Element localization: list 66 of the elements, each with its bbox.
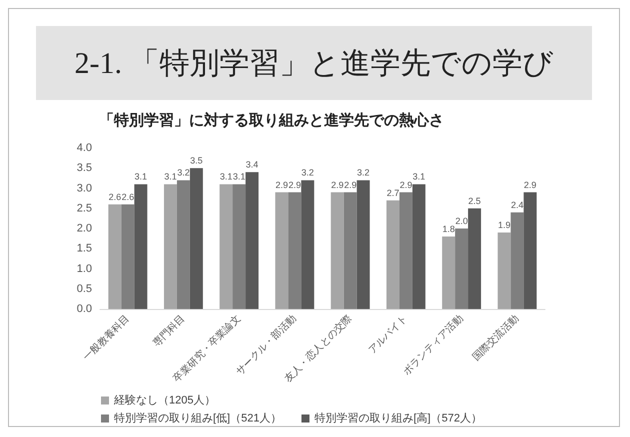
bar (455, 228, 468, 309)
chart-title: 2-1. 「特別学習」と進学先での学び (36, 26, 592, 100)
x-tick-label: 専門科目 (150, 312, 188, 350)
data-label: 1.9 (498, 220, 510, 230)
bar (510, 212, 524, 309)
data-label: 2.9 (288, 180, 301, 190)
bar (108, 204, 122, 309)
data-label: 3.2 (301, 168, 314, 178)
bar (220, 184, 233, 309)
data-label: 3.1 (220, 172, 232, 182)
y-tick-label: 3.0 (76, 182, 92, 194)
data-label: 2.7 (386, 188, 400, 198)
data-label: 2.6 (122, 192, 134, 202)
data-label: 3.2 (357, 168, 370, 178)
bar (121, 204, 134, 309)
x-tick-label: 国際交流活動 (470, 312, 522, 364)
bar (356, 180, 370, 309)
bar (301, 180, 314, 309)
bar (164, 184, 177, 309)
chart-subtitle: 「特別学習」に対する取り組みと進学先での熱心さ (99, 111, 444, 129)
x-tick-label: アルバイト (366, 313, 410, 356)
bar (275, 192, 288, 309)
data-label: 2.0 (455, 216, 468, 226)
y-tick-label: 0.5 (76, 282, 92, 295)
data-label: 3.4 (246, 160, 258, 170)
bar (288, 192, 302, 309)
bar (344, 192, 357, 309)
legend-label: 経験なし（1205人） (113, 394, 216, 406)
data-label: 2.5 (468, 196, 481, 206)
bar (442, 236, 456, 309)
y-tick-label: 2.5 (76, 202, 92, 214)
legend-label: 特別学習の取り組み[低]（521人） (114, 412, 282, 424)
data-label: 3.1 (412, 172, 426, 182)
y-tick-label: 0.0 (76, 303, 92, 315)
y-tick-label: 4.0 (76, 142, 92, 154)
bar (176, 180, 190, 309)
bar (190, 168, 203, 309)
y-tick-label: 1.5 (76, 242, 92, 255)
data-label: 3.2 (177, 168, 190, 178)
bar (386, 200, 400, 309)
data-label: 3.1 (164, 172, 177, 182)
y-tick-label: 1.0 (76, 262, 92, 275)
data-label: 1.8 (442, 224, 455, 234)
data-label: 2.9 (524, 180, 536, 190)
bar (399, 192, 412, 309)
bar (498, 232, 511, 309)
data-label: 2.9 (400, 180, 412, 190)
y-tick-label: 3.5 (76, 162, 92, 174)
legend-label: 特別学習の取り組み[高]（572人） (314, 412, 482, 424)
bar (412, 184, 426, 309)
bar (468, 208, 482, 309)
data-label: 2.9 (275, 180, 288, 190)
y-tick-label: 2.0 (76, 222, 92, 234)
bar (246, 172, 259, 309)
data-label: 3.1 (134, 172, 148, 182)
bar (330, 192, 344, 309)
data-label: 2.9 (344, 180, 357, 190)
data-label: 3.5 (190, 156, 203, 166)
x-tick-label: 一般教養科目 (80, 312, 132, 364)
data-label: 2.4 (510, 200, 524, 210)
data-label: 3.1 (232, 172, 246, 182)
bar (134, 184, 148, 309)
data-label: 2.9 (331, 180, 344, 190)
data-label: 2.6 (108, 192, 122, 202)
bar (232, 184, 246, 309)
bar (524, 192, 537, 309)
